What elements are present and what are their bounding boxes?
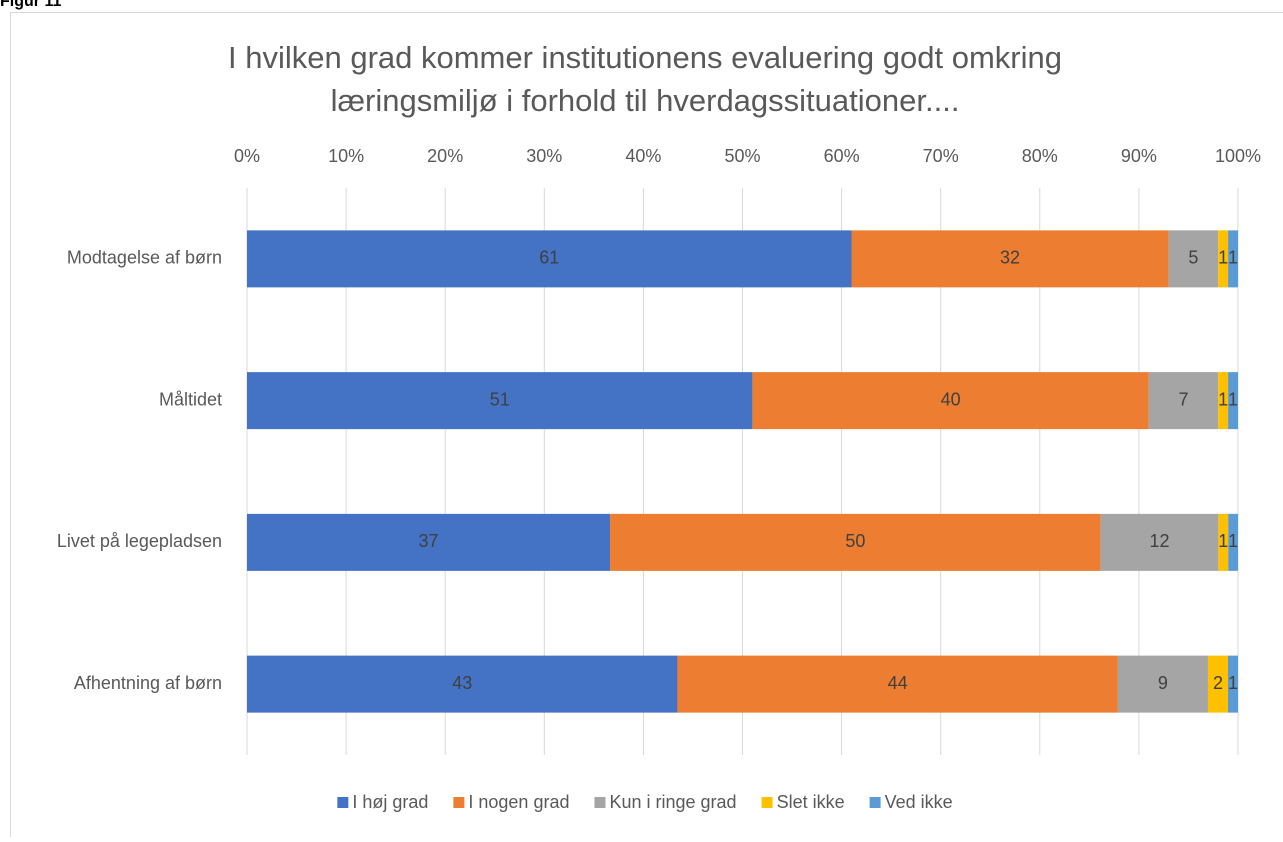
data-label: 51 [490, 389, 510, 409]
y-tick-label: Måltidet [159, 389, 222, 409]
x-tick-label: 10% [328, 146, 364, 166]
y-tick-label: Modtagelse af børn [67, 248, 222, 268]
x-tick-label: 90% [1121, 146, 1157, 166]
x-tick-label: 20% [427, 146, 463, 166]
x-tick-label: 50% [724, 146, 760, 166]
legend-swatch [453, 797, 464, 808]
x-tick-label: 40% [625, 146, 661, 166]
data-label: 32 [1000, 248, 1020, 268]
x-tick-label: 100% [1215, 146, 1261, 166]
y-tick-label: Livet på legepladsen [57, 531, 222, 551]
legend-label: I høj grad [352, 792, 428, 812]
data-label: 12 [1149, 531, 1169, 551]
data-label: 2 [1213, 673, 1223, 693]
figure-label: Figur 11 [0, 0, 61, 10]
data-label: 1 [1228, 248, 1238, 268]
data-label: 43 [452, 673, 472, 693]
legend-swatch [870, 797, 881, 808]
x-tick-label: 30% [526, 146, 562, 166]
legend-swatch [337, 797, 348, 808]
data-label: 61 [539, 248, 559, 268]
data-label: 44 [888, 673, 908, 693]
x-tick-label: 80% [1022, 146, 1058, 166]
y-tick-label: Afhentning af børn [74, 673, 222, 693]
legend-swatch [594, 797, 605, 808]
x-tick-label: 70% [923, 146, 959, 166]
x-tick-label: 0% [234, 146, 260, 166]
data-label: 50 [845, 531, 865, 551]
legend-label: Ved ikke [885, 792, 953, 812]
x-tick-label: 60% [824, 146, 860, 166]
data-label: 1 [1228, 673, 1238, 693]
legend-swatch [762, 797, 773, 808]
legend-label: I nogen grad [468, 792, 569, 812]
data-label: 1 [1218, 531, 1228, 551]
data-label: 40 [941, 389, 961, 409]
data-label: 1 [1218, 248, 1228, 268]
chart-title: I hvilken grad kommer institutionens eva… [228, 40, 1062, 75]
chart-title: læringsmiljø i forhold til hverdagssitua… [331, 83, 960, 118]
data-label: 1 [1228, 531, 1238, 551]
legend-label: Kun i ringe grad [609, 792, 736, 812]
data-label: 1 [1218, 389, 1228, 409]
data-label: 9 [1158, 673, 1168, 693]
data-label: 7 [1178, 389, 1188, 409]
data-label: 5 [1188, 248, 1198, 268]
legend-label: Slet ikke [777, 792, 845, 812]
data-label: 37 [419, 531, 439, 551]
data-label: 1 [1228, 389, 1238, 409]
